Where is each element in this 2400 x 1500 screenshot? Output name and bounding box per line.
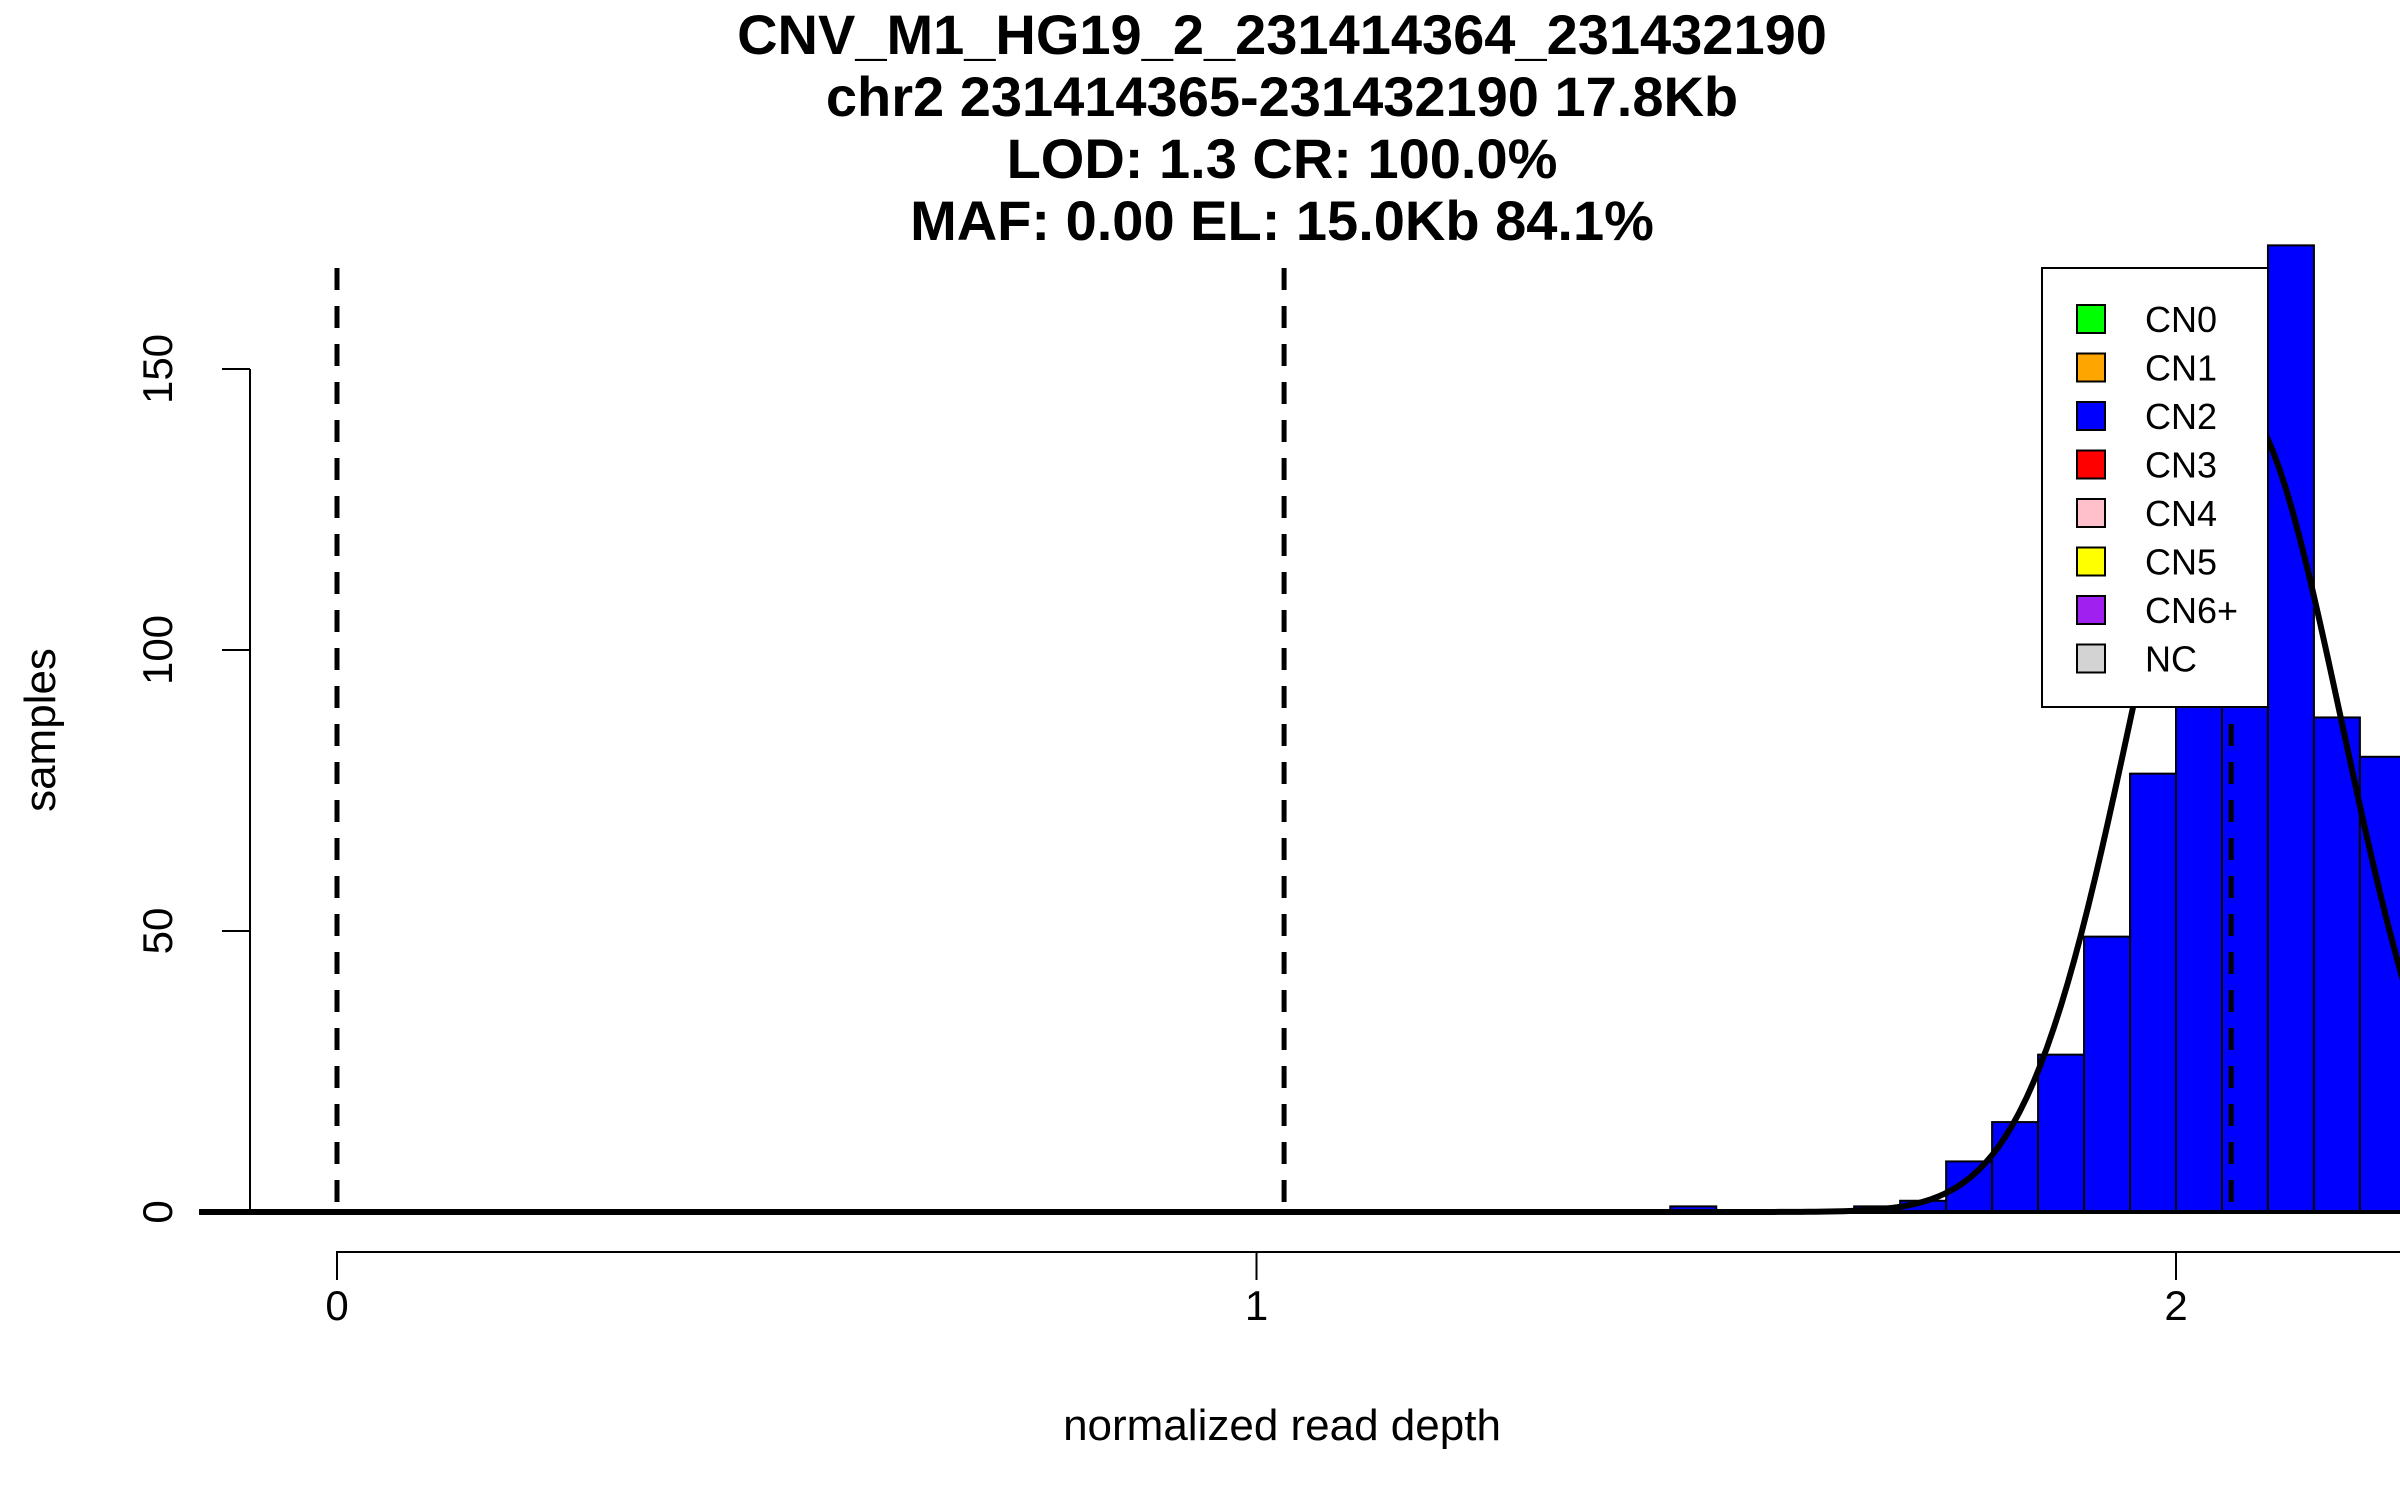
x-axis: 01234	[325, 1251, 2400, 1329]
legend-swatch	[2076, 449, 2106, 480]
legend: CN0 CN1 CN2 CN3 CN4 CN5 CN6+ NC	[2041, 267, 2269, 708]
legend-swatch	[2076, 498, 2106, 528]
chart-title: CNV_M1_HG19_2_231414364_231432190 chr2 2…	[737, 3, 1827, 252]
x-tick-label: 0	[325, 1282, 348, 1329]
x-axis-label: normalized read depth	[1063, 1401, 1501, 1450]
legend-swatch	[2076, 352, 2106, 383]
legend-label: CN6+	[2145, 590, 2238, 631]
legend-label: CN5	[2145, 542, 2217, 583]
legend-swatch	[2076, 304, 2106, 334]
title-line-4: MAF: 0.00 EL: 15.0Kb 84.1%	[910, 189, 1654, 252]
y-tick-label: 0	[134, 1200, 181, 1223]
legend-label: CN2	[2145, 396, 2217, 437]
x-tick-label: 1	[1245, 1282, 1268, 1329]
legend-swatch	[2076, 643, 2106, 674]
y-axis-label: samples	[16, 648, 65, 812]
legend-box	[2041, 267, 2269, 708]
title-line-2: chr2 231414365-231432190 17.8Kb	[826, 65, 1738, 128]
y-tick-label: 50	[134, 908, 181, 955]
histogram-bars	[1669, 244, 2400, 1214]
y-tick-label: 100	[134, 615, 181, 685]
histogram-bar	[1991, 1121, 2040, 1213]
histogram-bar	[2083, 935, 2132, 1213]
x-tick-label: 2	[2164, 1282, 2187, 1329]
y-axis: 0 50 100 150	[134, 334, 251, 1224]
histogram-bar	[2129, 772, 2177, 1213]
legend-items: CN0 CN1 CN2 CN3 CN4 CN5 CN6+ NC	[2076, 299, 2238, 680]
legend-label: CN0	[2145, 299, 2217, 340]
legend-label: NC	[2145, 639, 2197, 680]
legend-label: CN3	[2145, 445, 2217, 486]
legend-label: CN1	[2145, 348, 2217, 389]
histogram-bar	[2312, 716, 2361, 1213]
histogram-bar	[2266, 244, 2315, 1214]
title-line-1: CNV_M1_HG19_2_231414364_231432190	[737, 3, 1827, 66]
legend-swatch	[2076, 595, 2106, 625]
histogram-bar	[2037, 1053, 2086, 1214]
title-line-3: LOD: 1.3 CR: 100.0%	[1007, 127, 1558, 190]
legend-swatch	[2076, 546, 2106, 577]
y-tick-label: 150	[134, 334, 181, 404]
legend-swatch	[2076, 401, 2106, 431]
legend-label: CN4	[2145, 493, 2217, 534]
